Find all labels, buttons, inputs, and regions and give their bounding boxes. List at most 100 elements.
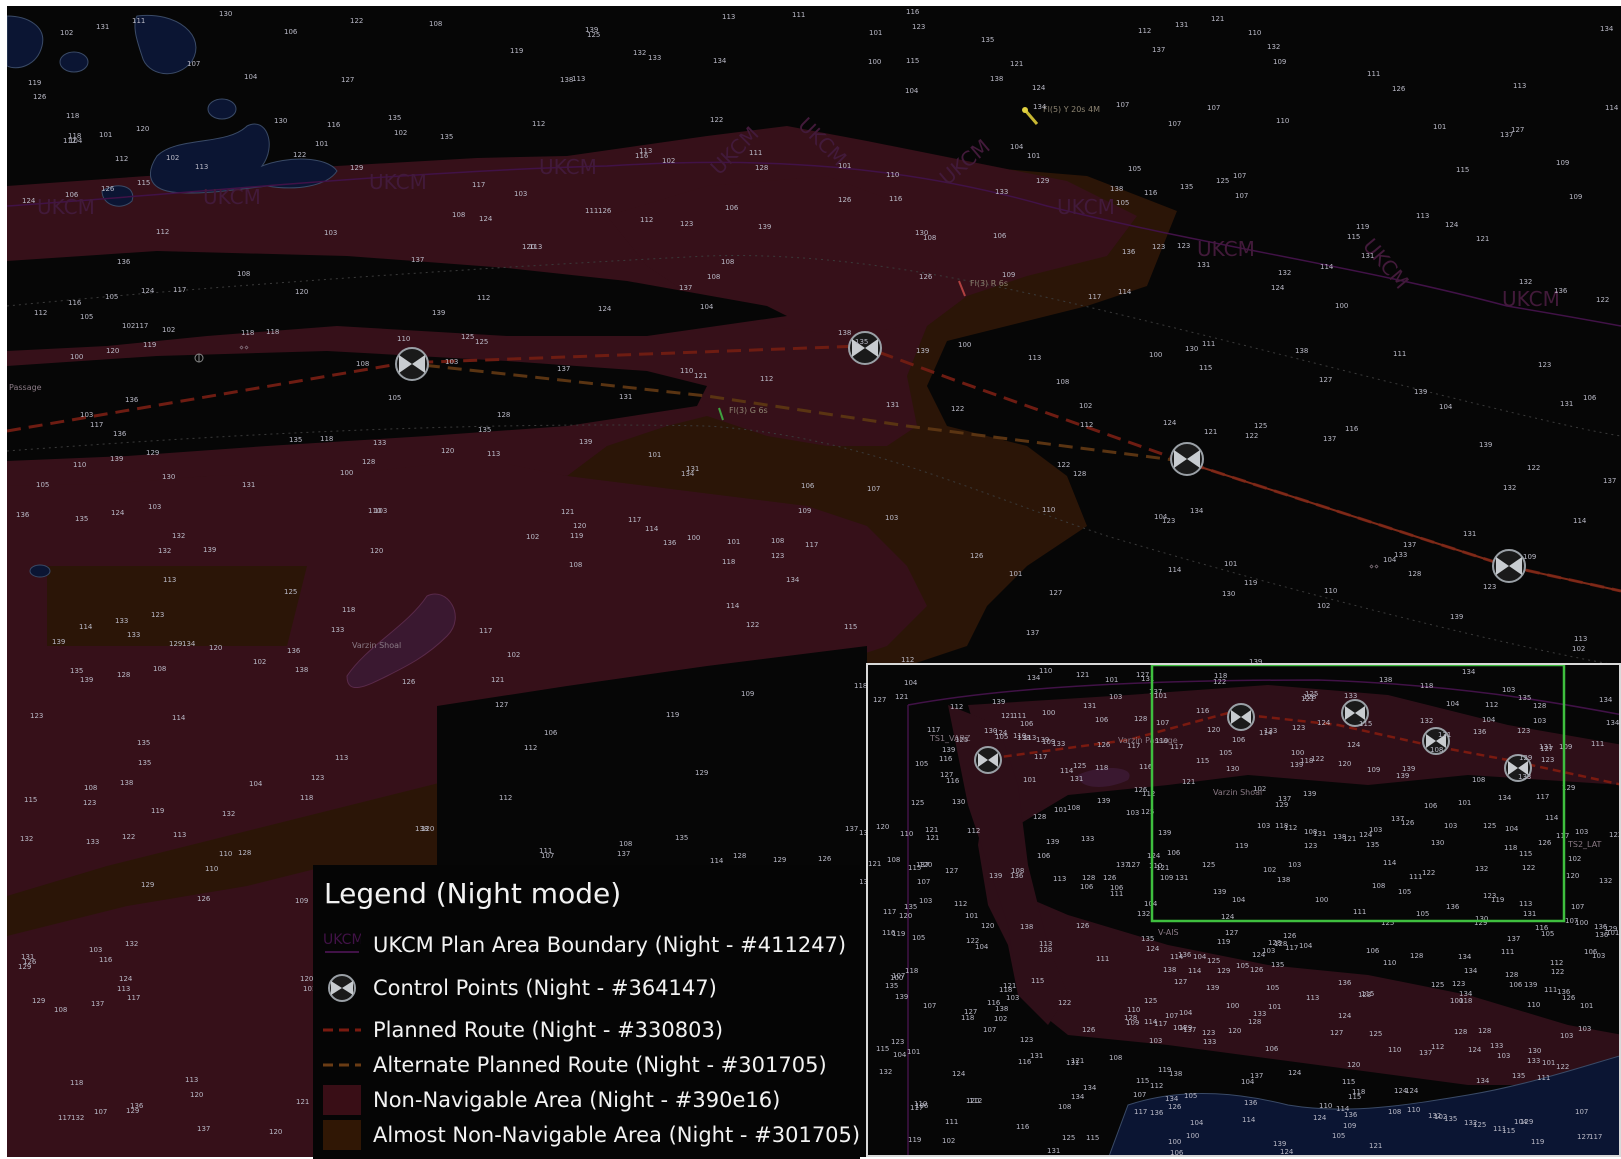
depth-sounding: 121 bbox=[925, 826, 938, 834]
depth-sounding: 103 bbox=[80, 411, 93, 419]
control-point-icon[interactable] bbox=[1493, 550, 1525, 582]
depth-sounding: 131 bbox=[21, 953, 34, 961]
depth-sounding: 124 bbox=[1468, 1046, 1482, 1054]
depth-sounding: 107 bbox=[1235, 192, 1248, 200]
depth-sounding: 128 bbox=[1454, 1028, 1467, 1036]
depth-sounding: 110 bbox=[368, 507, 381, 515]
depth-sounding: 111 bbox=[539, 847, 552, 855]
control-point-icon[interactable] bbox=[1171, 443, 1203, 475]
depth-sounding: 121 bbox=[1071, 1057, 1084, 1065]
depth-sounding: 126 bbox=[1168, 1103, 1182, 1111]
depth-sounding: 125 bbox=[461, 333, 474, 341]
depth-sounding: 103 bbox=[1149, 1037, 1162, 1045]
overview-inset-map[interactable]: TS1_VARZ Varzin Passage Varzin Shoal V-A… bbox=[866, 663, 1621, 1157]
depth-sounding: 137 bbox=[1152, 46, 1165, 54]
depth-sounding: 108 bbox=[569, 561, 582, 569]
depth-sounding: 117 bbox=[127, 994, 140, 1002]
depth-sounding: 136 bbox=[1338, 979, 1352, 987]
depth-sounding: 137 bbox=[1026, 629, 1039, 637]
depth-sounding: 128 bbox=[1268, 939, 1281, 947]
depth-sounding: 110 bbox=[1127, 1006, 1140, 1014]
depth-sounding: 101 bbox=[1542, 1059, 1555, 1067]
depth-sounding: 133 bbox=[86, 838, 99, 846]
depth-sounding: 111 bbox=[749, 149, 762, 157]
boundary-label: UKCM bbox=[1057, 195, 1115, 219]
depth-sounding: 112 bbox=[532, 120, 545, 128]
depth-sounding: 103 bbox=[1288, 861, 1301, 869]
depth-sounding: 115 bbox=[1031, 977, 1044, 985]
depth-sounding: 107 bbox=[1156, 719, 1169, 727]
depth-sounding: 136 bbox=[125, 396, 139, 404]
depth-sounding: 118 bbox=[1095, 764, 1108, 772]
depth-sounding: 139 bbox=[895, 993, 908, 1001]
boundary-label: UKCM bbox=[539, 155, 597, 179]
depth-sounding: 103 bbox=[514, 190, 527, 198]
depth-sounding: 139 bbox=[432, 309, 445, 317]
depth-sounding: 139 bbox=[203, 546, 216, 554]
depth-sounding: 124 bbox=[141, 287, 155, 295]
depth-sounding: 131 bbox=[886, 401, 899, 409]
depth-sounding: 125 bbox=[1202, 861, 1215, 869]
depth-sounding: 138 bbox=[120, 779, 133, 787]
depth-sounding: 100 bbox=[958, 341, 971, 349]
depth-sounding: 124 bbox=[1147, 852, 1161, 860]
depth-sounding: 112 bbox=[1138, 27, 1151, 35]
depth-sounding: 124 bbox=[22, 197, 36, 205]
depth-sounding: 110 bbox=[1248, 29, 1261, 37]
depth-sounding: 120 bbox=[1566, 872, 1579, 880]
depth-sounding: 133 bbox=[331, 626, 344, 634]
control-point-icon[interactable] bbox=[396, 348, 428, 380]
depth-sounding: 113 bbox=[1513, 82, 1526, 90]
depth-sounding: 132 bbox=[1267, 43, 1280, 51]
depth-sounding: 122 bbox=[1527, 464, 1540, 472]
depth-sounding: 126 bbox=[1250, 966, 1264, 974]
depth-sounding: 115 bbox=[906, 57, 919, 65]
depth-sounding: 111 bbox=[1202, 340, 1215, 348]
depth-sounding: 131 bbox=[1463, 530, 1476, 538]
depth-sounding: 123 bbox=[680, 220, 693, 228]
depth-sounding: 127 bbox=[940, 771, 953, 779]
depth-sounding: 134 bbox=[1458, 953, 1472, 961]
depth-sounding: 124 bbox=[952, 1070, 966, 1078]
depth-sounding: 109 bbox=[1273, 58, 1286, 66]
depth-sounding: 121 bbox=[1211, 15, 1224, 23]
depth-sounding: 134 bbox=[1476, 1077, 1490, 1085]
depth-sounding: 134 bbox=[182, 640, 196, 648]
depth-sounding: 119 bbox=[666, 711, 679, 719]
depth-sounding: 110 bbox=[73, 461, 86, 469]
depth-sounding: 115 bbox=[24, 796, 37, 804]
control-point-icon[interactable] bbox=[849, 332, 881, 364]
depth-sounding: 134 bbox=[1190, 507, 1204, 515]
depth-sounding: 101 bbox=[1027, 152, 1040, 160]
depth-sounding: 128 bbox=[1408, 570, 1421, 578]
depth-sounding: 115 bbox=[1456, 166, 1469, 174]
depth-sounding: 110 bbox=[1042, 506, 1055, 514]
depth-sounding: 111 bbox=[1393, 350, 1406, 358]
depth-sounding: 104 bbox=[1190, 1119, 1204, 1127]
depth-sounding: 126 bbox=[33, 93, 47, 101]
depth-sounding: 116 bbox=[1016, 1123, 1030, 1131]
depth-sounding: 107 bbox=[983, 1026, 996, 1034]
depth-sounding: 116 bbox=[906, 8, 920, 16]
depth-sounding: 105 bbox=[388, 394, 401, 402]
depth-sounding: 115 bbox=[1361, 990, 1374, 998]
depth-sounding: 129 bbox=[32, 997, 45, 1005]
depth-sounding: 127 bbox=[964, 1008, 977, 1016]
depth-sounding: 100 bbox=[1168, 1138, 1181, 1146]
depth-sounding: 120 bbox=[136, 125, 149, 133]
depth-sounding: 112 bbox=[1150, 1082, 1163, 1090]
depth-sounding: 139 bbox=[1046, 838, 1059, 846]
depth-sounding: 108 bbox=[153, 665, 166, 673]
depth-sounding: 112 bbox=[1080, 421, 1093, 429]
depth-sounding: 133 bbox=[1490, 1042, 1503, 1050]
depth-sounding: 117 bbox=[1589, 1133, 1602, 1141]
depth-sounding: 136 bbox=[16, 511, 30, 519]
depth-sounding: 104 bbox=[893, 1051, 907, 1059]
depth-sounding: 135 bbox=[1180, 183, 1193, 191]
depth-sounding: 117 bbox=[1134, 1108, 1147, 1116]
depth-sounding: 137 bbox=[1250, 1072, 1263, 1080]
depth-sounding: 123 bbox=[1152, 243, 1165, 251]
legend-item-control-points: Control Points (Night - #364147) bbox=[323, 972, 858, 1004]
depth-sounding: 124 bbox=[119, 975, 133, 983]
depth-sounding: 126 bbox=[402, 678, 416, 686]
